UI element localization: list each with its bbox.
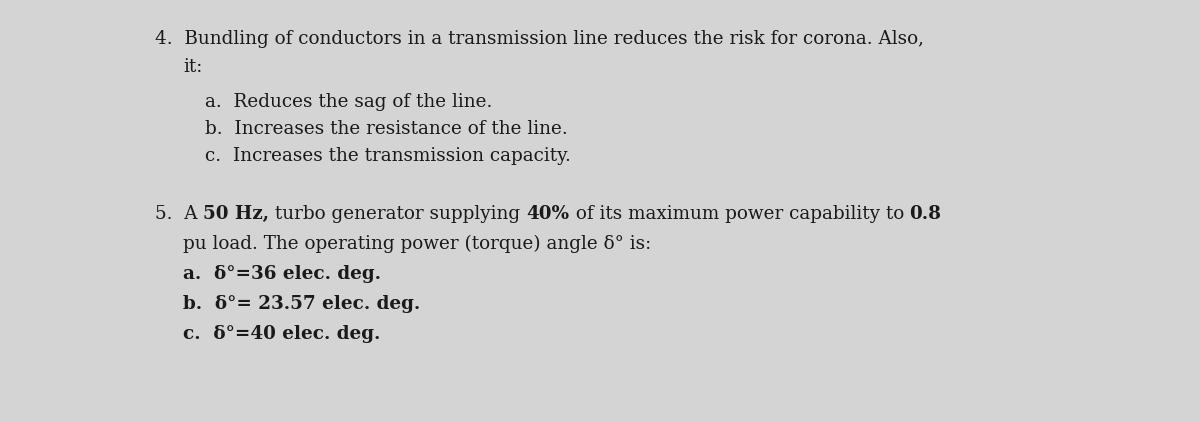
Text: 40%: 40%	[527, 205, 570, 223]
Text: c.  δ°=40 elec. deg.: c. δ°=40 elec. deg.	[182, 325, 380, 343]
Text: of its maximum power capability to: of its maximum power capability to	[570, 205, 910, 223]
Text: it:: it:	[182, 58, 203, 76]
Text: 4.  Bundling of conductors in a transmission line reduces the risk for corona. A: 4. Bundling of conductors in a transmiss…	[155, 30, 924, 48]
Text: pu load. The operating power (torque) angle δ° is:: pu load. The operating power (torque) an…	[182, 235, 652, 253]
Text: a.  Reduces the sag of the line.: a. Reduces the sag of the line.	[205, 93, 492, 111]
Text: b.  δ°= 23.57 elec. deg.: b. δ°= 23.57 elec. deg.	[182, 295, 420, 313]
Text: c.  Increases the transmission capacity.: c. Increases the transmission capacity.	[205, 147, 571, 165]
Text: b.  Increases the resistance of the line.: b. Increases the resistance of the line.	[205, 120, 568, 138]
Text: 5.  A: 5. A	[155, 205, 203, 223]
Text: turbo generator supplying: turbo generator supplying	[269, 205, 527, 223]
Text: 0.8: 0.8	[910, 205, 942, 223]
Text: a.  δ°=36 elec. deg.: a. δ°=36 elec. deg.	[182, 265, 382, 283]
Text: 50 Hz,: 50 Hz,	[203, 205, 269, 223]
